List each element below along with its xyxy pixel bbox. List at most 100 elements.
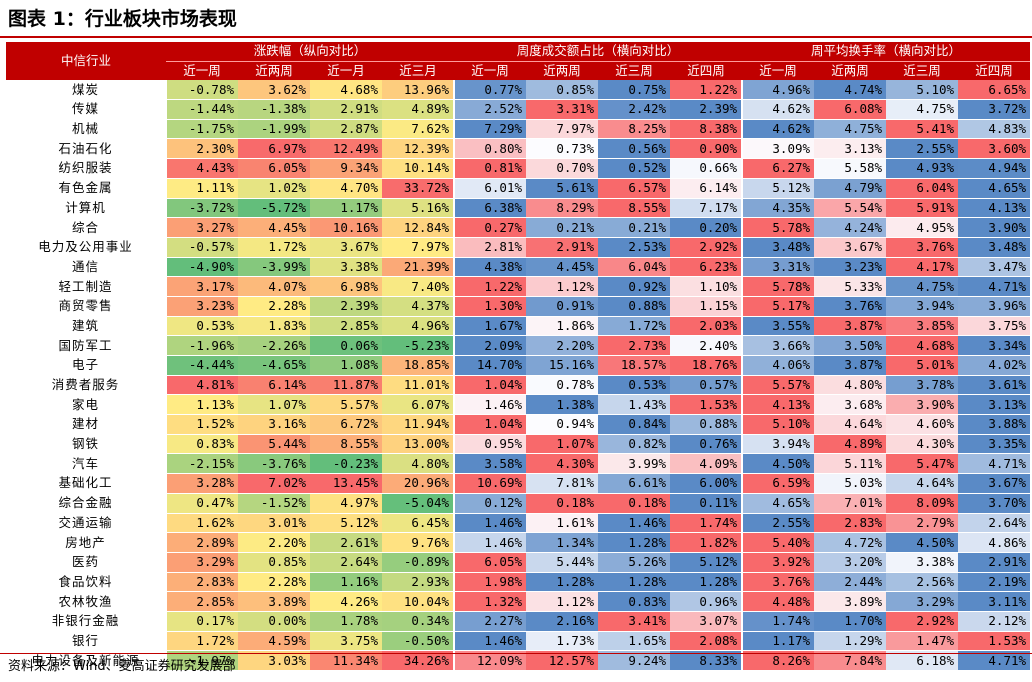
share-cell: 8.55% [598, 198, 671, 219]
share-cell: 0.96% [670, 591, 743, 612]
change-cell: 10.14% [382, 158, 455, 179]
turnover-cell: 4.71% [958, 453, 1031, 475]
turnover-cell: 8.09% [886, 493, 959, 514]
table-row: 计算机 -3.72% -5.72% 1.17% 5.16% 6.38% 8.29% 8.55%… [6, 198, 1031, 219]
share-cell: 1.28% [598, 572, 671, 593]
turnover-cell: 3.23% [814, 257, 887, 278]
change-cell: 6.98% [310, 276, 382, 297]
turnover-cell: 5.03% [814, 473, 887, 494]
share-cell: 12.57% [526, 650, 599, 671]
turnover-cell: 3.35% [958, 434, 1031, 455]
change-cell: 4.81% [165, 375, 238, 396]
industry-name: 农林牧渔 [6, 591, 167, 612]
share-cell: 1.98% [453, 572, 527, 593]
share-cell: 1.74% [670, 513, 743, 534]
share-cell: 2.20% [526, 335, 599, 356]
turnover-cell: 3.78% [886, 375, 959, 396]
turnover-cell: 4.60% [886, 414, 959, 435]
share-cell: 1.38% [526, 394, 599, 416]
share-cell: 10.69% [453, 473, 527, 494]
share-cell: 12.09% [453, 650, 527, 671]
change-cell: 9.76% [382, 532, 455, 553]
turnover-cell: 4.71% [958, 276, 1031, 297]
change-cell: 12.49% [310, 138, 382, 160]
share-cell: 2.39% [670, 99, 743, 120]
change-cell: 13.96% [382, 80, 455, 101]
share-cell: 3.41% [598, 611, 671, 632]
industry-name: 基础化工 [6, 473, 167, 494]
share-cell: 1.43% [598, 394, 671, 416]
turnover-cell: 6.27% [741, 158, 815, 179]
change-cell: 1.72% [165, 631, 238, 652]
share-cell: 2.73% [598, 335, 671, 356]
industry-name: 医药 [6, 552, 167, 573]
turnover-cell: 3.13% [814, 138, 887, 160]
change-cell: 0.83% [165, 434, 238, 455]
turnover-cell: 4.79% [814, 178, 887, 199]
share-cell: 0.95% [453, 434, 527, 455]
turnover-cell: 4.48% [741, 591, 815, 612]
turnover-col-header: 近一周 [742, 60, 815, 81]
share-cell: 0.66% [670, 158, 743, 179]
share-cell: 0.82% [598, 434, 671, 455]
turnover-cell: 4.62% [741, 99, 815, 120]
change-cell: -0.57% [165, 237, 238, 258]
table-row: 农林牧渔 2.85% 3.89% 4.26% 10.04% 1.32% 1.12% 0.83%… [6, 591, 1031, 612]
share-cell: 1.22% [453, 276, 527, 297]
share-cell: 1.46% [453, 394, 527, 416]
turnover-cell: 3.94% [886, 296, 959, 317]
change-cell: 3.62% [238, 80, 310, 101]
share-cell: 0.12% [453, 493, 527, 514]
share-cell: 1.73% [526, 631, 599, 652]
turnover-cell: 3.90% [958, 217, 1031, 238]
turnover-cell: 4.64% [886, 473, 959, 494]
change-cell: 9.34% [310, 158, 382, 179]
turnover-cell: 6.59% [741, 473, 815, 494]
share-cell: 5.61% [526, 178, 599, 199]
turnover-cell: 1.70% [814, 611, 887, 632]
turnover-cell: 2.55% [741, 513, 815, 534]
share-cell: 0.81% [453, 158, 527, 179]
change-cell: 4.97% [310, 493, 382, 514]
change-cell: 2.87% [310, 119, 382, 140]
change-cell: -3.99% [238, 257, 310, 278]
turnover-cell: 3.72% [958, 99, 1031, 120]
share-cell: 8.29% [526, 198, 599, 219]
share-cell: 9.24% [598, 650, 671, 671]
change-cell: 11.87% [310, 375, 382, 396]
source-note: 资料来源：Wind、麦高证券研究发展部 [8, 659, 236, 674]
turnover-cell: 4.93% [886, 158, 959, 179]
share-cell: 0.18% [526, 493, 599, 514]
share-cell: 8.33% [670, 650, 743, 671]
change-cell: 3.38% [310, 257, 382, 278]
share-cell: 1.10% [670, 276, 743, 297]
change-col-header: 近一月 [310, 60, 382, 81]
change-cell: 6.72% [310, 414, 382, 435]
share-cell: 0.52% [598, 158, 671, 179]
share-cell: 2.81% [453, 237, 527, 258]
turnover-cell: 4.64% [814, 414, 887, 435]
turnover-cell: 4.06% [741, 355, 815, 376]
change-cell: 1.78% [310, 611, 382, 632]
title-rule [0, 36, 1032, 38]
share-cell: 1.12% [526, 591, 599, 612]
share-cell: 0.84% [598, 414, 671, 435]
turnover-cell: 3.89% [814, 591, 887, 612]
share-cell: 0.90% [670, 138, 743, 160]
share-cell: 1.32% [453, 591, 527, 612]
turnover-cell: 3.60% [958, 138, 1031, 160]
share-cell: 0.53% [598, 375, 671, 396]
change-cell: -5.72% [238, 198, 310, 219]
share-cell: 2.03% [670, 316, 743, 337]
industry-name: 钢铁 [6, 434, 167, 455]
turnover-cell: 3.29% [886, 591, 959, 612]
turnover-cell: 6.65% [958, 80, 1031, 101]
share-cell: 7.29% [453, 119, 527, 140]
change-cell: 4.96% [382, 316, 455, 337]
share-cell: 7.97% [526, 119, 599, 140]
share-cell: 4.30% [526, 453, 599, 475]
share-cell: 2.16% [526, 611, 599, 632]
change-cell: 3.03% [238, 650, 310, 671]
change-cell: 12.39% [382, 138, 455, 160]
industry-name: 家电 [6, 394, 167, 416]
